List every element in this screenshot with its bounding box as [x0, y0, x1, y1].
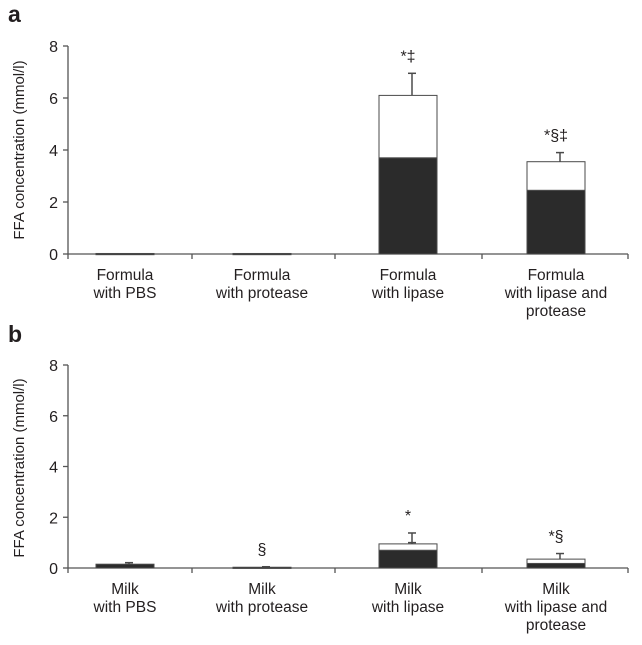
y-tick-label: 8: [49, 39, 58, 56]
x-category-label: Milk: [248, 581, 276, 598]
y-tick-label: 0: [49, 247, 58, 264]
bar-segment: [95, 563, 155, 569]
x-category-label: with lipase and: [504, 285, 608, 302]
significance-marker: §: [258, 542, 267, 559]
significance-marker: *§: [548, 529, 563, 546]
x-category-label: with lipase: [371, 285, 444, 302]
bar-segment: [378, 543, 438, 551]
x-category-label: protease: [526, 303, 586, 320]
bar-segment: [378, 157, 438, 255]
significance-marker: *: [405, 508, 411, 525]
bar-segment: [378, 549, 438, 569]
x-category-label: with PBS: [93, 599, 157, 616]
y-tick-label: 4: [49, 460, 58, 477]
panel-letter: b: [8, 321, 22, 347]
x-category-label: with lipase: [371, 599, 444, 616]
bar-segment: [232, 252, 292, 256]
y-axis-label: FFA concentration (mmol/l): [11, 60, 28, 239]
y-tick-label: 6: [49, 409, 58, 426]
bar-segment: [526, 562, 586, 569]
y-tick-label: 8: [49, 358, 58, 375]
significance-marker: *§‡: [544, 128, 568, 145]
bar-segment: [95, 252, 155, 256]
panel-letter: a: [8, 1, 21, 27]
x-category-label: Milk: [394, 581, 422, 598]
x-category-label: with protease: [215, 599, 308, 616]
x-category-label: with PBS: [93, 285, 157, 302]
x-category-label: with protease: [215, 285, 308, 302]
y-axis-label: FFA concentration (mmol/l): [11, 378, 28, 557]
y-tick-label: 2: [49, 510, 58, 527]
significance-marker: *‡: [400, 48, 415, 65]
y-tick-label: 4: [49, 143, 58, 160]
x-category-label: Formula: [97, 267, 154, 284]
x-category-label: Formula: [234, 267, 291, 284]
bar-segment: [526, 161, 586, 191]
x-category-label: with lipase and: [504, 599, 608, 616]
bar-segment: [526, 558, 586, 564]
x-category-label: Milk: [542, 581, 570, 598]
y-tick-label: 6: [49, 91, 58, 108]
x-category-label: Formula: [528, 267, 585, 284]
y-tick-label: 2: [49, 195, 58, 212]
x-category-label: Milk: [111, 581, 139, 598]
bar-segment: [378, 94, 438, 159]
x-category-label: protease: [526, 617, 586, 634]
y-tick-label: 0: [49, 561, 58, 578]
x-category-label: Formula: [380, 267, 437, 284]
bar-segment: [526, 189, 586, 255]
